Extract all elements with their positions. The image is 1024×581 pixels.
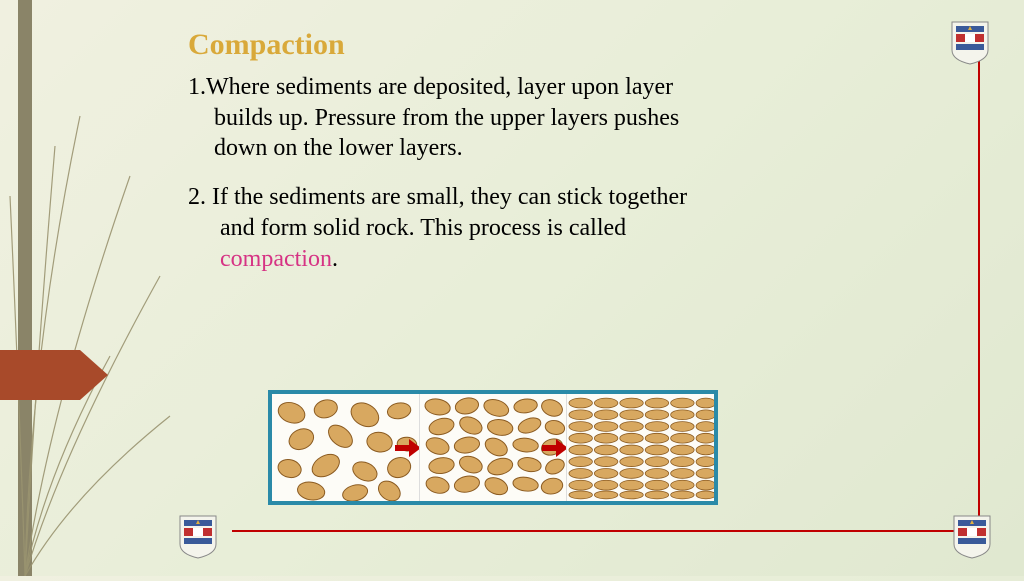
bullet-1: 1.Where sediments are deposited, layer u… [188,72,708,164]
slide-title: Compaction [188,28,345,62]
bottom-accent-line [232,530,980,532]
diagram-panel-loose [272,394,419,501]
right-accent-line [978,34,980,532]
arrow-icon [395,439,419,457]
bullet-2: 2. If the sediments are small, they can … [188,182,708,274]
arrow-tag-decoration [0,350,110,400]
school-badge-icon [176,512,220,560]
diagram-panel-compacting [419,394,567,501]
arrow-icon [542,439,566,457]
bullet-2-suffix: . [332,246,338,272]
bullet-2-text: 2. If the sediments are small, they can … [188,184,687,241]
body-text: 1.Where sediments are deposited, layer u… [188,72,708,274]
school-badge-icon [948,18,992,66]
school-badge-icon [950,512,994,560]
compaction-diagram [268,390,718,505]
bullet-2-highlight: compaction [220,246,332,272]
diagram-panel-compacted [566,394,714,501]
left-accent-bar [18,0,32,576]
